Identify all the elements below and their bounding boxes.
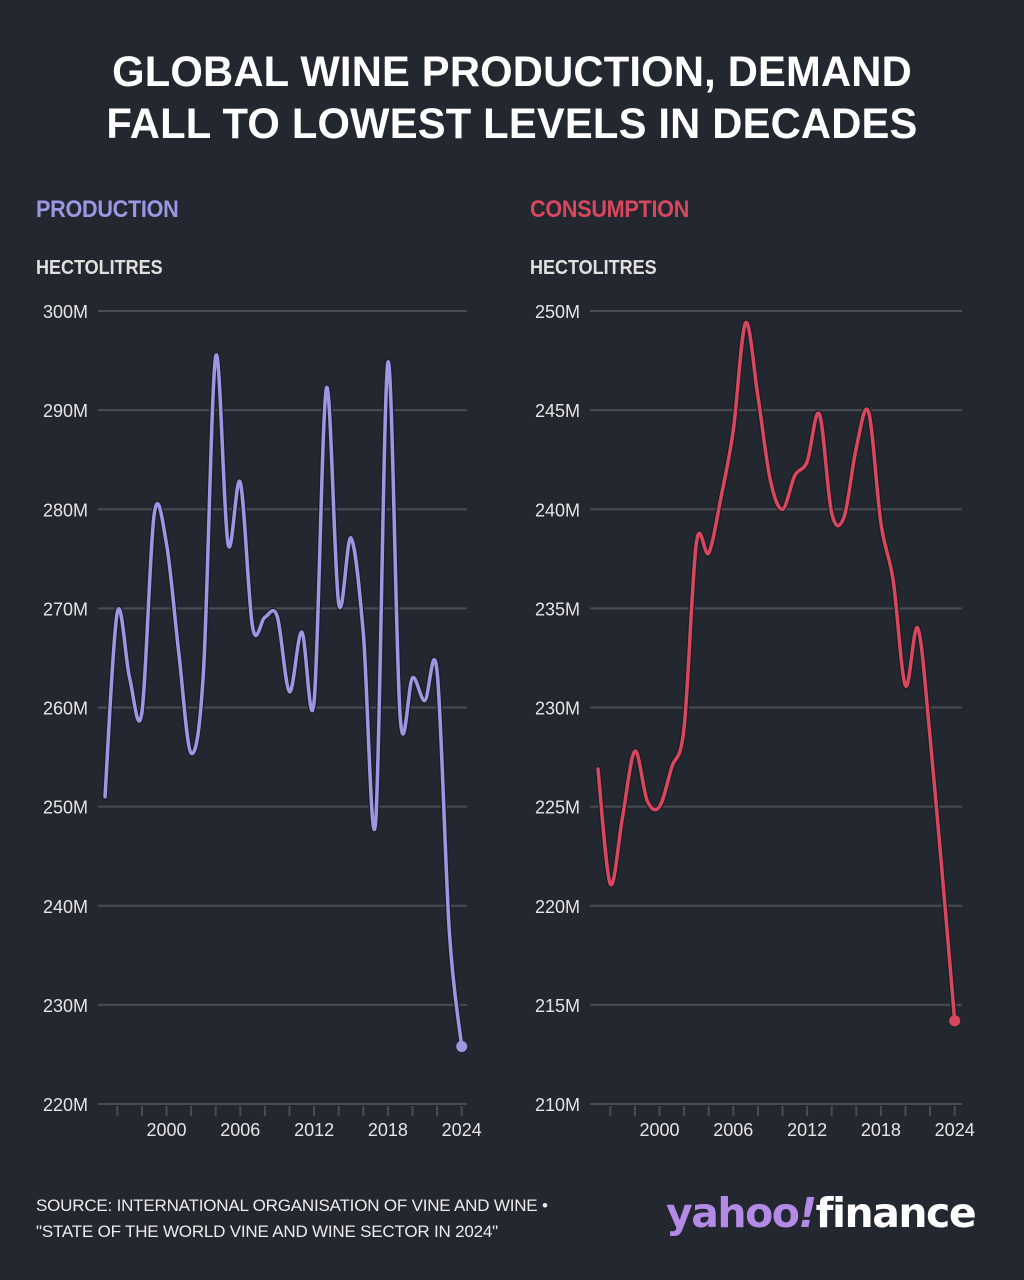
x-tick-label: 2012 bbox=[787, 1120, 827, 1140]
x-axis: 2000 2006 2012 2018 2024 bbox=[609, 1106, 975, 1140]
headline-line-2: FALL TO LOWEST LEVELS IN DECADES bbox=[106, 100, 918, 148]
x-tick-label: 2024 bbox=[935, 1120, 975, 1140]
y-tick-label: 235M bbox=[535, 599, 580, 619]
gridlines bbox=[590, 310, 962, 1105]
headline: GLOBAL WINE PRODUCTION, DEMAND FALL TO L… bbox=[15, 46, 1008, 150]
y-tick-label: 270M bbox=[43, 599, 88, 619]
production-unit-label: HECTOLITRES bbox=[36, 257, 163, 279]
end-point-marker bbox=[949, 1015, 961, 1027]
logo-finance-text: finance bbox=[815, 1189, 977, 1237]
y-tick-label: 250M bbox=[535, 302, 580, 322]
logo-yahoo-text: yahoo bbox=[666, 1189, 800, 1237]
x-tick-label: 2000 bbox=[146, 1120, 186, 1140]
x-tick-label: 2024 bbox=[442, 1120, 482, 1140]
production-title: PRODUCTION bbox=[36, 196, 179, 223]
consumption-line bbox=[596, 321, 957, 1023]
y-tick-label: 220M bbox=[43, 1095, 88, 1115]
y-tick-label: 210M bbox=[535, 1095, 580, 1115]
x-tick-label: 2006 bbox=[220, 1120, 260, 1140]
y-tick-label: 300M bbox=[43, 302, 88, 322]
y-tick-label: 230M bbox=[535, 699, 580, 719]
production-line bbox=[103, 353, 464, 1049]
end-point-marker bbox=[456, 1041, 468, 1053]
x-tick-label: 2006 bbox=[713, 1120, 753, 1140]
y-tick-label: 245M bbox=[535, 401, 580, 421]
production-panel: PRODUCTION HECTOLITRES 220M 230M 240M 250M 2… bbox=[0, 190, 482, 1150]
y-tick-label: 240M bbox=[43, 897, 88, 917]
x-tick-label: 2000 bbox=[639, 1120, 679, 1140]
source-line-2: "STATE OF THE WORLD VINE AND WINE SECTOR… bbox=[36, 1222, 498, 1241]
x-axis: 2000 2006 2012 2018 2024 bbox=[116, 1106, 482, 1140]
consumption-panel: CONSUMPTION HECTOLITRES 210M 215M 220M 225M… bbox=[494, 190, 975, 1150]
y-tick-label: 240M bbox=[535, 500, 580, 520]
source-line-1: SOURCE: INTERNATIONAL ORGANISATION OF VI… bbox=[36, 1196, 548, 1215]
y-tick-label: 220M bbox=[535, 897, 580, 917]
production-chart: 220M 230M 240M 250M 260M 270M 280M 290M 300M 2000… bbox=[43, 302, 482, 1140]
y-tick-label: 230M bbox=[43, 996, 88, 1016]
y-tick-label: 290M bbox=[43, 401, 88, 421]
consumption-chart: 210M 215M 220M 225M 230M 235M 240M 245M 250M 2000… bbox=[535, 302, 975, 1140]
yahoo-finance-logo: yahoo!finance bbox=[666, 1188, 977, 1238]
source-note: SOURCE: INTERNATIONAL ORGANISATION OF VI… bbox=[36, 1193, 548, 1245]
y-tick-label: 250M bbox=[43, 798, 88, 818]
x-tick-label: 2012 bbox=[294, 1120, 334, 1140]
y-tick-label: 215M bbox=[535, 996, 580, 1016]
x-tick-label: 2018 bbox=[368, 1120, 408, 1140]
gridlines bbox=[98, 310, 467, 1105]
consumption-title: CONSUMPTION bbox=[530, 196, 690, 223]
y-tick-label: 280M bbox=[43, 500, 88, 520]
y-tick-label: 260M bbox=[43, 699, 88, 719]
logo-exclamation: ! bbox=[798, 1189, 817, 1237]
consumption-unit-label: HECTOLITRES bbox=[530, 257, 657, 279]
x-tick-label: 2018 bbox=[861, 1120, 901, 1140]
headline-line-1: GLOBAL WINE PRODUCTION, DEMAND bbox=[112, 48, 912, 96]
y-tick-label: 225M bbox=[535, 798, 580, 818]
